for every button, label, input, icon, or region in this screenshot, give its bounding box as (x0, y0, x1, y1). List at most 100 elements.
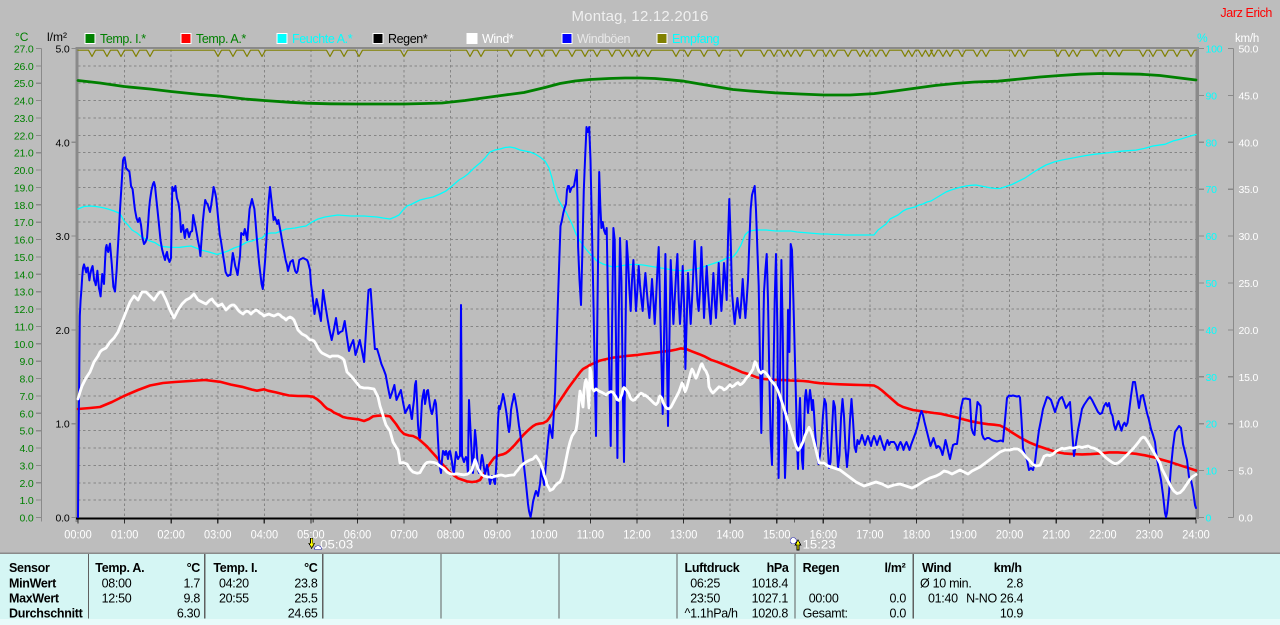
svg-text:9.8: 9.8 (184, 592, 201, 606)
svg-text:2.0: 2.0 (56, 325, 70, 337)
svg-text:Durchschnitt: Durchschnitt (9, 607, 84, 621)
svg-text:80: 80 (1206, 137, 1218, 149)
svg-text:25.5: 25.5 (294, 592, 317, 606)
svg-text:04:00: 04:00 (251, 528, 279, 542)
svg-text:13.0: 13.0 (14, 287, 34, 299)
svg-text:60: 60 (1206, 231, 1218, 243)
svg-text:21:00: 21:00 (1043, 528, 1071, 542)
svg-text:40.0: 40.0 (1239, 137, 1259, 149)
svg-text:10.9: 10.9 (1000, 607, 1023, 621)
svg-text:14.0: 14.0 (14, 269, 34, 281)
svg-text:01:00: 01:00 (111, 528, 139, 542)
svg-text:8.0: 8.0 (20, 374, 34, 386)
svg-text:01:40: 01:40 (928, 592, 958, 606)
svg-text:Windböen: Windböen (577, 32, 631, 46)
svg-text:100: 100 (1206, 44, 1223, 56)
svg-text:2.0: 2.0 (20, 478, 34, 490)
svg-text:0.0: 0.0 (1239, 513, 1253, 525)
svg-text:15.0: 15.0 (1239, 372, 1259, 384)
svg-text:7.0: 7.0 (20, 391, 34, 403)
svg-text:26.0: 26.0 (14, 61, 34, 73)
svg-text:23.0: 23.0 (14, 113, 34, 125)
svg-text:08:00: 08:00 (437, 528, 465, 542)
svg-text:22:00: 22:00 (1089, 528, 1117, 542)
svg-text:Empfang: Empfang (672, 32, 720, 46)
svg-text:km/h: km/h (994, 561, 1022, 575)
svg-text:15:23: 15:23 (803, 538, 836, 552)
svg-text:16:00: 16:00 (810, 528, 838, 542)
svg-text:00:00: 00:00 (64, 528, 92, 542)
svg-text:12.0: 12.0 (14, 304, 34, 316)
svg-text:20:55: 20:55 (219, 592, 249, 606)
svg-text:90: 90 (1206, 90, 1218, 102)
svg-text:23.8: 23.8 (294, 577, 317, 591)
svg-text:04:20: 04:20 (219, 577, 249, 591)
svg-text:°C: °C (15, 30, 29, 44)
svg-text:6.0: 6.0 (20, 408, 34, 420)
svg-text:30.0: 30.0 (1239, 231, 1259, 243)
svg-text:3.0: 3.0 (20, 460, 34, 472)
svg-text:1.0: 1.0 (20, 495, 34, 507)
svg-text:03:00: 03:00 (204, 528, 232, 542)
svg-text:16.0: 16.0 (14, 235, 34, 247)
svg-text:19.0: 19.0 (14, 182, 34, 194)
svg-text:Temp. A.: Temp. A. (95, 561, 144, 575)
svg-text:25.0: 25.0 (14, 78, 34, 90)
svg-text:5.0: 5.0 (1239, 466, 1253, 478)
svg-text:18:00: 18:00 (903, 528, 931, 542)
svg-text:10.0: 10.0 (14, 339, 34, 351)
svg-text:Wind: Wind (922, 561, 951, 575)
svg-text:hPa: hPa (767, 561, 790, 575)
svg-text:1027.1: 1027.1 (752, 592, 789, 606)
svg-text:27.0: 27.0 (14, 44, 34, 56)
svg-text:15.0: 15.0 (14, 252, 34, 264)
svg-text:°C: °C (304, 561, 318, 575)
svg-text:Regen: Regen (803, 561, 840, 575)
svg-text:3.0: 3.0 (56, 231, 70, 243)
svg-text:35.0: 35.0 (1239, 184, 1259, 196)
svg-text:MinWert: MinWert (9, 577, 57, 591)
svg-text:50.0: 50.0 (1239, 44, 1259, 56)
svg-text:°C: °C (187, 561, 201, 575)
svg-text:MaxWert: MaxWert (9, 592, 60, 606)
svg-text:4.0: 4.0 (56, 137, 70, 149)
svg-text:13:00: 13:00 (670, 528, 698, 542)
svg-text:11:00: 11:00 (577, 528, 605, 542)
svg-text:05:00: 05:00 (297, 528, 325, 542)
svg-text:Wind*: Wind* (482, 32, 514, 46)
svg-text:Jarz Erich: Jarz Erich (1220, 6, 1272, 20)
svg-text:Regen*: Regen* (388, 32, 428, 46)
svg-text:12:50: 12:50 (102, 592, 132, 606)
svg-text:50: 50 (1206, 278, 1218, 290)
svg-text:15:00: 15:00 (763, 528, 791, 542)
svg-text:23:00: 23:00 (1136, 528, 1164, 542)
svg-text:19:00: 19:00 (949, 528, 977, 542)
svg-text:%: % (1197, 31, 1208, 45)
svg-text:70: 70 (1206, 184, 1218, 196)
svg-text:Feuchte A.*: Feuchte A.* (292, 32, 353, 46)
svg-text:23:50: 23:50 (690, 592, 720, 606)
svg-text:18.0: 18.0 (14, 200, 34, 212)
svg-text:25.0: 25.0 (1239, 278, 1259, 290)
svg-text:17:00: 17:00 (856, 528, 884, 542)
svg-text:Temp. A.*: Temp. A.* (196, 32, 246, 46)
svg-text:Temp. I.: Temp. I. (213, 561, 257, 575)
svg-text:24.65: 24.65 (288, 607, 318, 621)
svg-text:5.0: 5.0 (56, 44, 70, 56)
svg-text:05:03: 05:03 (320, 538, 353, 552)
svg-text:17.0: 17.0 (14, 217, 34, 229)
svg-text:02:00: 02:00 (157, 528, 185, 542)
svg-text:24:00: 24:00 (1182, 528, 1210, 542)
svg-text:2.8: 2.8 (1007, 577, 1024, 591)
svg-text:07:00: 07:00 (390, 528, 418, 542)
svg-text:0.0: 0.0 (20, 513, 34, 525)
svg-text:20.0: 20.0 (14, 165, 34, 177)
svg-text:9.0: 9.0 (20, 356, 34, 368)
svg-text:1018.4: 1018.4 (752, 577, 789, 591)
svg-text:^1.1hPa/h: ^1.1hPa/h (685, 607, 739, 621)
svg-text:00:00: 00:00 (809, 592, 839, 606)
svg-text:08:00: 08:00 (102, 577, 132, 591)
svg-text:Sensor: Sensor (9, 561, 50, 575)
svg-text:5.0: 5.0 (20, 426, 34, 438)
svg-text:20: 20 (1206, 419, 1218, 431)
